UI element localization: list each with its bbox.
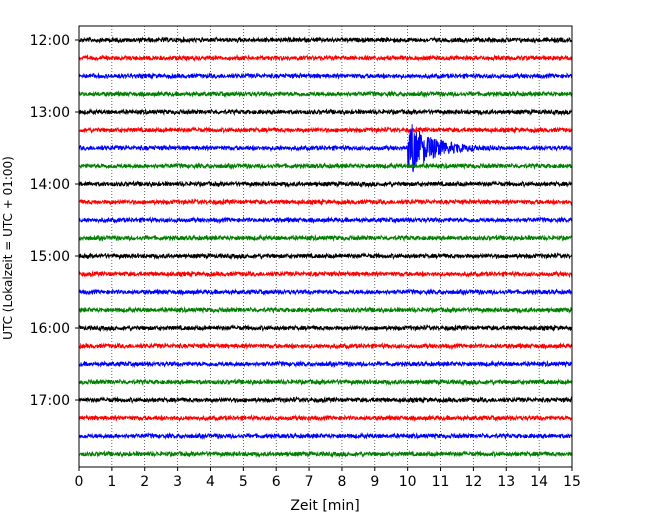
seismic-trace	[78, 450, 573, 459]
seismic-trace	[78, 323, 573, 333]
plot-background	[79, 26, 572, 467]
y-axis-label: UTC (Lokalzeit = UTC + 01:00)	[1, 156, 15, 340]
x-tick-label: 3	[173, 474, 182, 490]
x-tick-label: 7	[305, 474, 314, 490]
y-tick-label: 12:00	[30, 33, 70, 49]
seismic-trace	[78, 216, 573, 225]
x-tick-label: 14	[530, 474, 548, 490]
x-tick-label: 8	[337, 474, 346, 490]
x-tick-label: 4	[206, 474, 215, 490]
x-tick-label: 2	[140, 474, 149, 490]
seismic-trace	[78, 125, 573, 134]
x-tick-label: 5	[239, 474, 248, 490]
trace-group	[78, 36, 573, 459]
y-tick-label: 15:00	[30, 249, 70, 265]
x-tick-label: 12	[464, 474, 482, 490]
seismic-trace	[78, 53, 573, 62]
seismic-trace	[78, 251, 573, 261]
seismic-trace	[78, 342, 573, 351]
x-tick-label: 9	[370, 474, 379, 490]
seismic-trace	[78, 72, 573, 81]
x-tick-label: 10	[399, 474, 417, 490]
seismic-trace	[78, 36, 573, 45]
seismic-trace	[78, 180, 573, 189]
seismic-trace	[78, 90, 573, 99]
seismic-trace	[78, 197, 573, 207]
x-tick-label: 15	[563, 474, 581, 490]
x-tick-label: 0	[75, 474, 84, 490]
seismic-trace	[78, 378, 573, 387]
seismic-trace	[78, 305, 573, 315]
plot-frame	[78, 25, 573, 468]
x-axis: 0 1 2 3 4 5 6 7 8 9 10 11 12 13 14 15	[75, 467, 581, 490]
x-axis-label: Zeit [min]	[290, 498, 359, 514]
seismic-trace	[78, 414, 573, 423]
y-axis: 12:00 13:00 14:00 15:00 16:00 17:00	[30, 33, 79, 409]
seismic-trace	[78, 107, 573, 117]
y-tick-label: 14:00	[30, 177, 70, 193]
seismic-trace	[78, 161, 573, 171]
seismic-trace	[78, 124, 573, 173]
seismic-trace	[78, 270, 573, 279]
y-tick-label: 13:00	[30, 105, 70, 121]
x-tick-label: 6	[272, 474, 281, 490]
x-tick-label: 1	[107, 474, 116, 490]
seismic-trace	[78, 288, 573, 297]
x-tick-label: 11	[432, 474, 450, 490]
seismic-trace	[78, 233, 573, 243]
seismic-trace	[78, 395, 573, 404]
y-tick-label: 17:00	[30, 393, 70, 409]
x-tick-label: 13	[497, 474, 515, 490]
seismic-trace	[78, 359, 573, 369]
y-tick-label: 16:00	[30, 321, 70, 337]
seismic-trace	[78, 431, 573, 441]
